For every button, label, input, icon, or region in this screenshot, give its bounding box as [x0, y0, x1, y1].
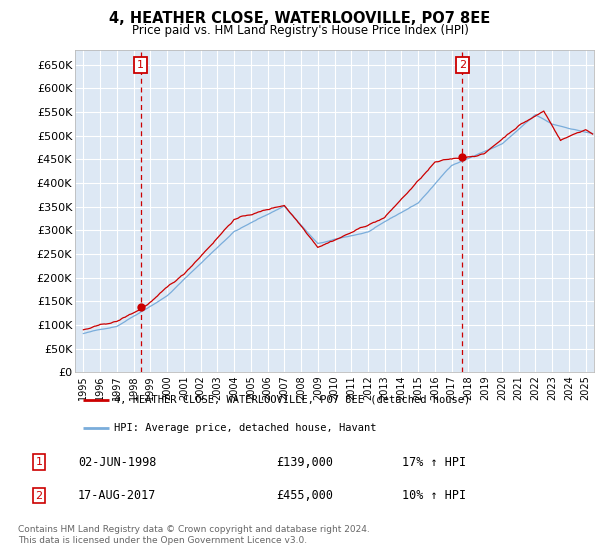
Text: 4, HEATHER CLOSE, WATERLOOVILLE, PO7 8EE (detached house): 4, HEATHER CLOSE, WATERLOOVILLE, PO7 8EE… — [114, 395, 470, 405]
Text: 2: 2 — [458, 60, 466, 70]
Text: 2: 2 — [35, 491, 43, 501]
Text: £139,000: £139,000 — [276, 455, 333, 469]
Text: HPI: Average price, detached house, Havant: HPI: Average price, detached house, Hava… — [114, 423, 376, 433]
Text: 17% ↑ HPI: 17% ↑ HPI — [402, 455, 466, 469]
Text: 02-JUN-1998: 02-JUN-1998 — [78, 455, 157, 469]
Text: Price paid vs. HM Land Registry's House Price Index (HPI): Price paid vs. HM Land Registry's House … — [131, 24, 469, 36]
Text: Contains HM Land Registry data © Crown copyright and database right 2024.
This d: Contains HM Land Registry data © Crown c… — [18, 525, 370, 545]
Text: 1: 1 — [35, 457, 43, 467]
Text: 1: 1 — [137, 60, 144, 70]
Text: 17-AUG-2017: 17-AUG-2017 — [78, 489, 157, 502]
Text: 10% ↑ HPI: 10% ↑ HPI — [402, 489, 466, 502]
Text: £455,000: £455,000 — [276, 489, 333, 502]
Text: 4, HEATHER CLOSE, WATERLOOVILLE, PO7 8EE: 4, HEATHER CLOSE, WATERLOOVILLE, PO7 8EE — [109, 11, 491, 26]
